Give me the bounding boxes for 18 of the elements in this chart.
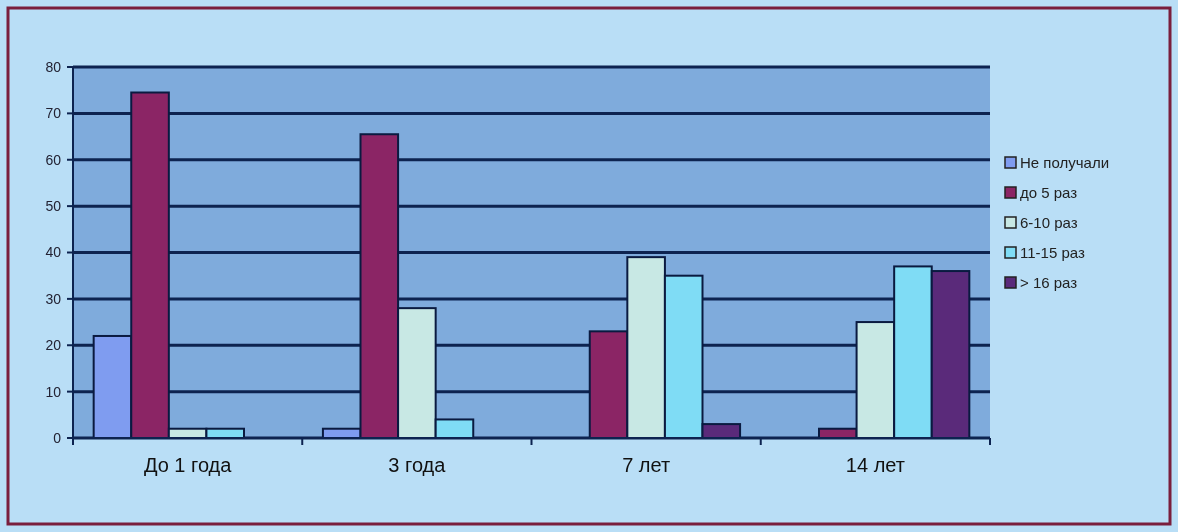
y-tick-label: 40 [45, 244, 62, 261]
x-tick-label: 14 лет [845, 454, 905, 476]
x-tick-label: 7 лет [622, 454, 671, 476]
y-tick-label: 60 [45, 151, 62, 168]
y-tick-label: 30 [45, 290, 62, 307]
y-tick-label: 0 [53, 429, 62, 446]
x-tick-label: До 1 года [143, 454, 233, 476]
legend-label: 11-15 раз [1020, 244, 1085, 262]
x-tick-label: 3 года [388, 454, 447, 476]
y-tick-label: 50 [45, 198, 62, 215]
legend-label: Не получали [1020, 154, 1110, 172]
legend-label: > 16 раз [1020, 274, 1078, 292]
y-tick-label: 20 [45, 337, 62, 354]
y-tick-label: 10 [45, 383, 62, 400]
y-tick-label: 70 [45, 105, 62, 122]
legend-label: 6-10 раз [1020, 214, 1078, 232]
legend-label: до 5 раз [1020, 184, 1078, 202]
y-tick-label: 80 [45, 58, 62, 75]
